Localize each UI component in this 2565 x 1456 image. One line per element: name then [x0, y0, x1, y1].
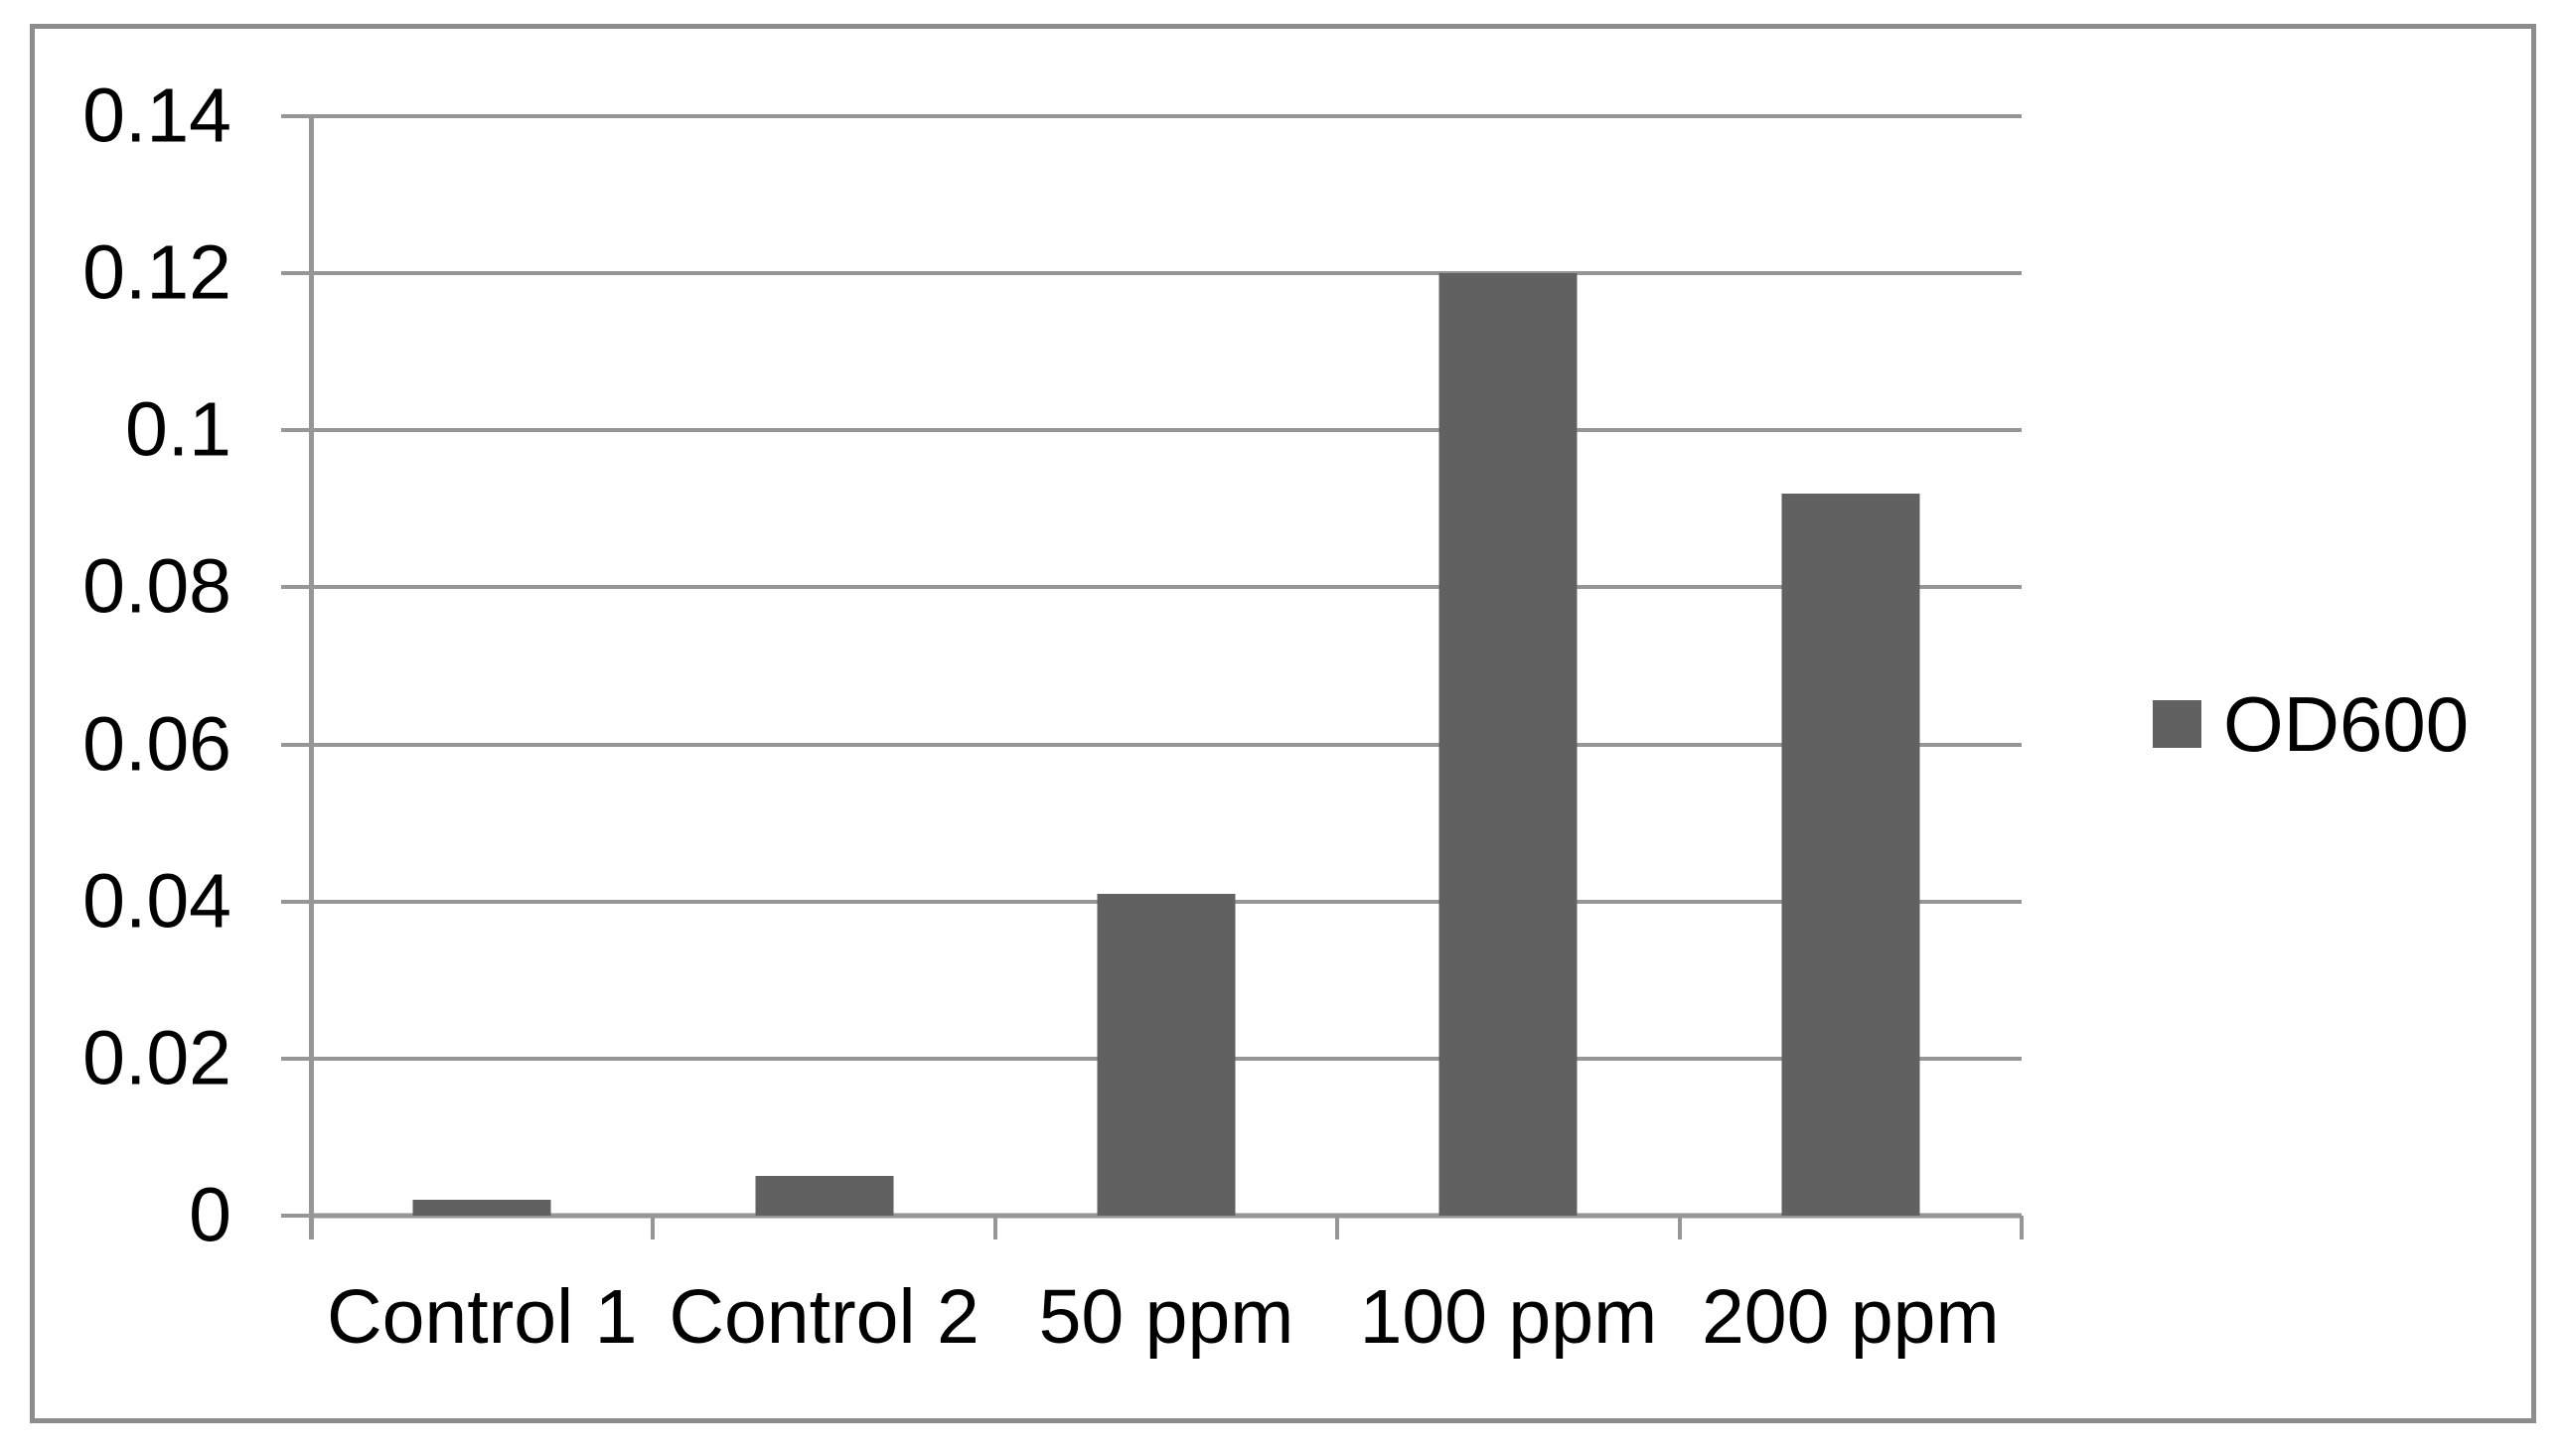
gridline — [311, 114, 2022, 118]
y-tick-label: 0.08 — [82, 543, 231, 630]
x-category-label: 100 ppm — [1359, 1274, 1658, 1360]
legend-color-swatch-icon — [2153, 700, 2201, 748]
gridline — [311, 271, 2022, 276]
y-axis-tick — [281, 1214, 311, 1218]
bar-200-ppm — [1781, 493, 1920, 1216]
x-category-label: Control 1 — [326, 1274, 638, 1360]
gridline — [311, 742, 2022, 747]
bar-control-1 — [412, 1200, 551, 1216]
bar-control-2 — [755, 1176, 894, 1216]
y-tick-label: 0.14 — [82, 73, 231, 159]
x-axis-tick — [992, 1216, 997, 1239]
x-category-label: 50 ppm — [1038, 1274, 1294, 1360]
x-axis-category-labels: Control 1 Control 2 50 ppm 100 ppm 200 ppm — [311, 1279, 2022, 1374]
chart-border-frame — [30, 24, 2536, 1423]
legend: OD600 — [2153, 685, 2469, 763]
y-tick-label: 0.1 — [124, 386, 231, 473]
bar-100-ppm — [1438, 273, 1578, 1216]
y-tick-label: 0.04 — [82, 858, 231, 945]
x-category-label: Control 2 — [669, 1274, 980, 1360]
y-tick-label: 0.06 — [82, 701, 231, 788]
y-axis-tick — [281, 585, 311, 590]
y-axis-tick-labels: 0 0.02 0.04 0.06 0.08 0.1 0.12 0.14 — [0, 77, 231, 1253]
plot-area — [281, 114, 2024, 1239]
y-tick-label: 0.02 — [82, 1015, 231, 1101]
gridline — [311, 585, 2022, 590]
gridline — [311, 428, 2022, 433]
y-axis-tick — [281, 899, 311, 904]
y-axis-tick — [281, 1056, 311, 1061]
y-tick-label: 0 — [189, 1172, 231, 1258]
x-category-label: 200 ppm — [1701, 1274, 2000, 1360]
y-axis-tick — [281, 742, 311, 747]
legend-series-label: OD600 — [2223, 680, 2470, 768]
y-axis-tick — [281, 428, 311, 433]
x-axis-tick — [2020, 1216, 2024, 1239]
y-axis-tick — [281, 271, 311, 276]
bar-50-ppm — [1097, 893, 1236, 1216]
x-axis-line — [311, 1213, 2022, 1219]
y-axis-tick — [281, 114, 311, 118]
x-axis-tick — [1335, 1216, 1340, 1239]
x-axis-tick — [309, 1216, 313, 1239]
x-axis-tick — [1677, 1216, 1682, 1239]
y-tick-label: 0.12 — [82, 229, 231, 316]
x-axis-tick — [651, 1216, 656, 1239]
y-axis-line — [309, 114, 314, 1239]
